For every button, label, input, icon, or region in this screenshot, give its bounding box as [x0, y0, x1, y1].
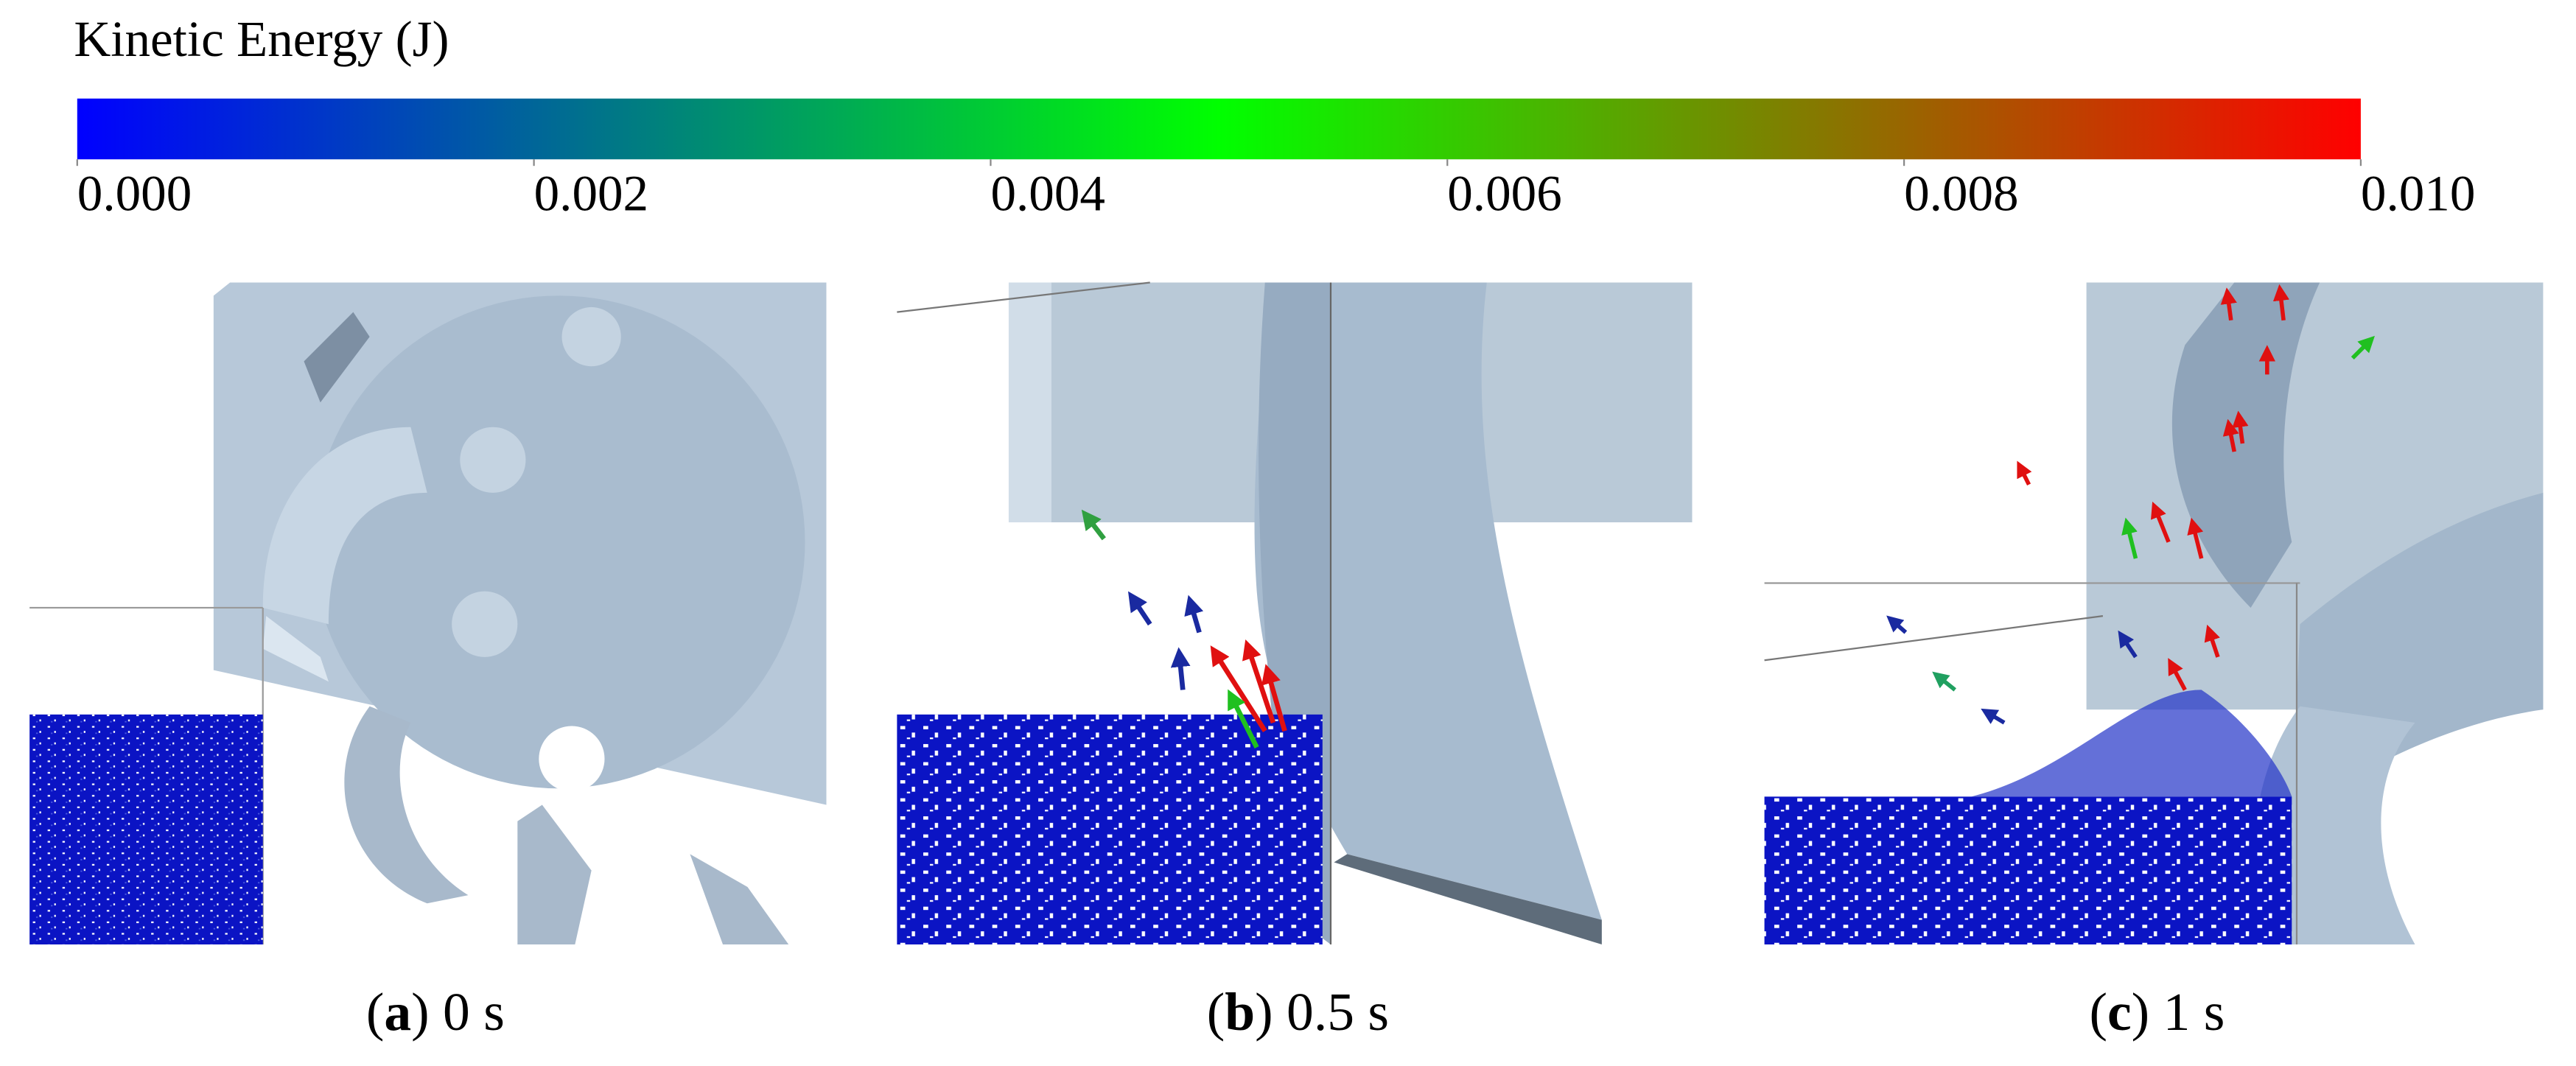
panel-b-scene	[897, 281, 1693, 945]
tick-label: 0.004	[990, 164, 1105, 221]
tick-label: 0.002	[534, 164, 649, 221]
tick-label: 0.008	[1904, 164, 2018, 221]
caption-part: (	[1207, 981, 1225, 1042]
panel-a-scene	[29, 282, 827, 945]
caption-part: b	[1225, 981, 1255, 1042]
caption-part: (	[2090, 981, 2108, 1042]
panel-caption: (c) 1 s	[2090, 981, 2225, 1042]
tick-label: 0.010	[2361, 164, 2475, 221]
caption-part: ) 0 s	[411, 981, 505, 1042]
tick-label: 0.006	[1447, 164, 1562, 221]
caption-part: ) 1 s	[2132, 981, 2225, 1042]
panel-caption: (a) 0 s	[366, 981, 505, 1042]
caption-part: c	[2107, 981, 2132, 1042]
tick-label: 0.000	[77, 164, 192, 221]
colorbar	[77, 98, 2361, 160]
caption-part: (	[366, 981, 385, 1042]
panel-c-scene	[1764, 282, 2544, 945]
caption-part: a	[384, 981, 411, 1042]
colorbar-title: Kinetic Energy (J)	[74, 10, 449, 67]
caption-part: ) 0.5 s	[1255, 981, 1389, 1042]
panel-caption: (b) 0.5 s	[1207, 981, 1389, 1042]
